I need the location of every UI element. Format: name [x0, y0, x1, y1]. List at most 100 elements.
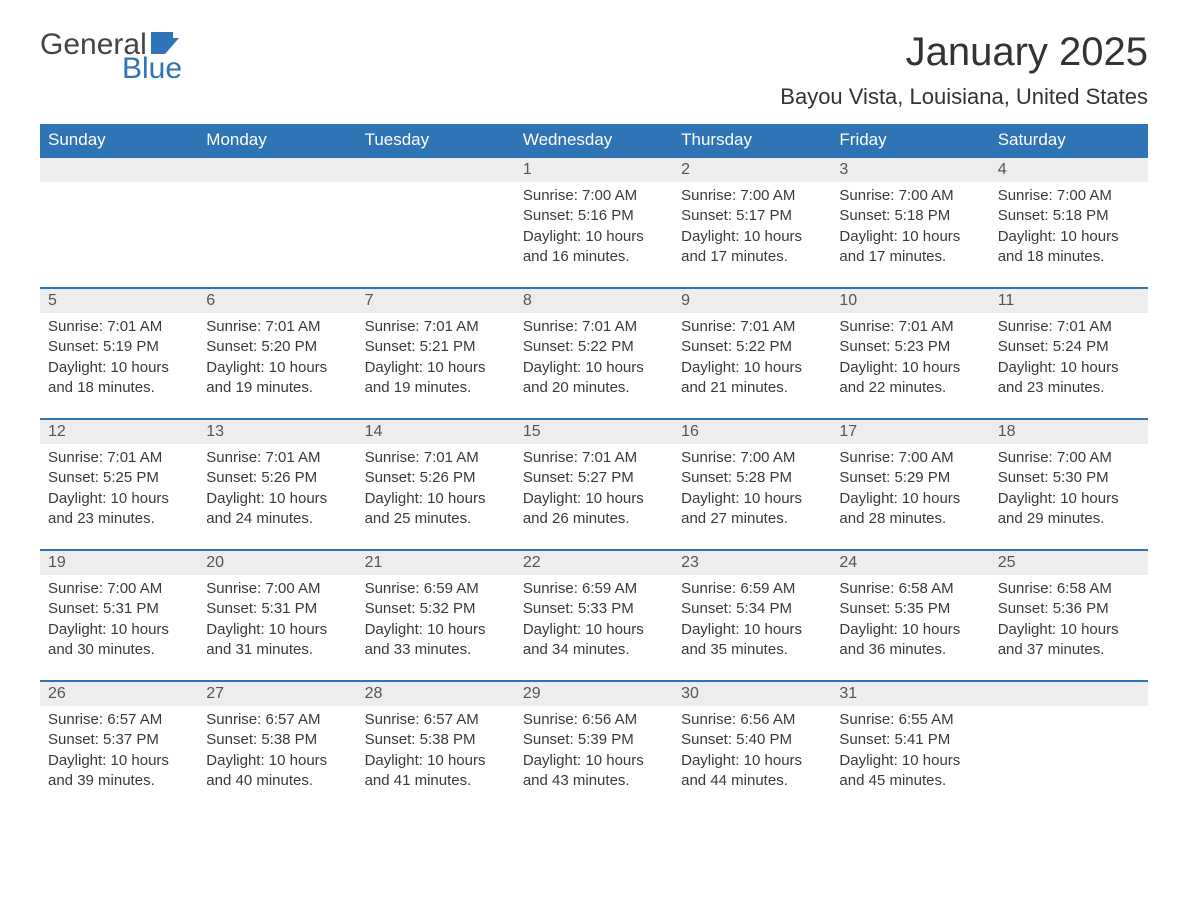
daylight-line: Daylight: 10 hours and 33 minutes.: [365, 620, 507, 661]
daylight-line: Daylight: 10 hours and 41 minutes.: [365, 751, 507, 792]
calendar-empty-cell: [990, 681, 1148, 811]
sunset-line: Sunset: 5:21 PM: [365, 337, 507, 357]
day-number: 3: [831, 158, 989, 182]
daylight-line: Daylight: 10 hours and 21 minutes.: [681, 358, 823, 399]
sunrise-line: Sunrise: 7:00 AM: [523, 186, 665, 206]
day-number: 19: [40, 551, 198, 575]
daylight-line: Daylight: 10 hours and 17 minutes.: [839, 227, 981, 268]
sunrise-line: Sunrise: 6:56 AM: [523, 710, 665, 730]
sunset-line: Sunset: 5:18 PM: [839, 206, 981, 226]
weekday-header: Thursday: [673, 124, 831, 157]
calendar-day-cell: 10Sunrise: 7:01 AMSunset: 5:23 PMDayligh…: [831, 288, 989, 419]
sunrise-line: Sunrise: 6:57 AM: [365, 710, 507, 730]
daylight-line: Daylight: 10 hours and 25 minutes.: [365, 489, 507, 530]
day-details: Sunrise: 7:01 AMSunset: 5:24 PMDaylight:…: [990, 313, 1148, 418]
sunset-line: Sunset: 5:18 PM: [998, 206, 1140, 226]
day-details: Sunrise: 7:00 AMSunset: 5:31 PMDaylight:…: [198, 575, 356, 680]
day-number-empty: [357, 158, 515, 182]
day-number: 17: [831, 420, 989, 444]
brand-logo: General Blue: [40, 30, 185, 84]
day-details: Sunrise: 7:00 AMSunset: 5:29 PMDaylight:…: [831, 444, 989, 549]
calendar-day-cell: 24Sunrise: 6:58 AMSunset: 5:35 PMDayligh…: [831, 550, 989, 681]
sunset-line: Sunset: 5:32 PM: [365, 599, 507, 619]
sunset-line: Sunset: 5:31 PM: [206, 599, 348, 619]
daylight-line: Daylight: 10 hours and 30 minutes.: [48, 620, 190, 661]
calendar-day-cell: 3 Sunrise: 7:00 AMSunset: 5:18 PMDaylight…: [831, 157, 989, 288]
location-subtitle: Bayou Vista, Louisiana, United States: [780, 84, 1148, 110]
day-number: 6: [198, 289, 356, 313]
calendar-day-cell: 11Sunrise: 7:01 AMSunset: 5:24 PMDayligh…: [990, 288, 1148, 419]
sunrise-line: Sunrise: 7:00 AM: [998, 448, 1140, 468]
sunrise-line: Sunrise: 6:56 AM: [681, 710, 823, 730]
day-number: 28: [357, 682, 515, 706]
day-number: 7: [357, 289, 515, 313]
calendar-day-cell: 18Sunrise: 7:00 AMSunset: 5:30 PMDayligh…: [990, 419, 1148, 550]
sunset-line: Sunset: 5:35 PM: [839, 599, 981, 619]
daylight-line: Daylight: 10 hours and 36 minutes.: [839, 620, 981, 661]
calendar-day-cell: 17Sunrise: 7:00 AMSunset: 5:29 PMDayligh…: [831, 419, 989, 550]
calendar-day-cell: 31Sunrise: 6:55 AMSunset: 5:41 PMDayligh…: [831, 681, 989, 811]
sunrise-line: Sunrise: 7:00 AM: [206, 579, 348, 599]
weekday-header: Saturday: [990, 124, 1148, 157]
sunset-line: Sunset: 5:39 PM: [523, 730, 665, 750]
day-number: 27: [198, 682, 356, 706]
calendar-empty-cell: [40, 157, 198, 288]
day-details: Sunrise: 7:00 AMSunset: 5:28 PMDaylight:…: [673, 444, 831, 549]
calendar-empty-cell: [357, 157, 515, 288]
day-details: Sunrise: 6:55 AMSunset: 5:41 PMDaylight:…: [831, 706, 989, 811]
day-details: Sunrise: 7:01 AMSunset: 5:26 PMDaylight:…: [198, 444, 356, 549]
sunrise-line: Sunrise: 7:01 AM: [48, 448, 190, 468]
daylight-line: Daylight: 10 hours and 24 minutes.: [206, 489, 348, 530]
sunrise-line: Sunrise: 7:01 AM: [523, 448, 665, 468]
day-details: Sunrise: 7:01 AMSunset: 5:27 PMDaylight:…: [515, 444, 673, 549]
calendar-week-row: 1Sunrise: 7:00 AMSunset: 5:16 PMDaylight…: [40, 157, 1148, 288]
day-details: Sunrise: 6:56 AMSunset: 5:39 PMDaylight:…: [515, 706, 673, 811]
day-number: 20: [198, 551, 356, 575]
sunset-line: Sunset: 5:16 PM: [523, 206, 665, 226]
day-number: 12: [40, 420, 198, 444]
daylight-line: Daylight: 10 hours and 40 minutes.: [206, 751, 348, 792]
sunrise-line: Sunrise: 6:57 AM: [206, 710, 348, 730]
sunset-line: Sunset: 5:23 PM: [839, 337, 981, 357]
sunrise-line: Sunrise: 6:59 AM: [681, 579, 823, 599]
sunrise-line: Sunrise: 7:01 AM: [681, 317, 823, 337]
sunrise-line: Sunrise: 7:00 AM: [839, 186, 981, 206]
sunrise-line: Sunrise: 7:01 AM: [206, 317, 348, 337]
calendar-day-cell: 9Sunrise: 7:01 AMSunset: 5:22 PMDaylight…: [673, 288, 831, 419]
day-number: 21: [357, 551, 515, 575]
day-details: Sunrise: 7:01 AMSunset: 5:22 PMDaylight:…: [515, 313, 673, 418]
calendar-day-cell: 28Sunrise: 6:57 AMSunset: 5:38 PMDayligh…: [357, 681, 515, 811]
weekday-header: Sunday: [40, 124, 198, 157]
day-details: Sunrise: 7:01 AMSunset: 5:23 PMDaylight:…: [831, 313, 989, 418]
day-details: Sunrise: 6:58 AMSunset: 5:35 PMDaylight:…: [831, 575, 989, 680]
calendar-week-row: 12Sunrise: 7:01 AMSunset: 5:25 PMDayligh…: [40, 419, 1148, 550]
calendar-day-cell: 23Sunrise: 6:59 AMSunset: 5:34 PMDayligh…: [673, 550, 831, 681]
sunrise-line: Sunrise: 7:01 AM: [365, 448, 507, 468]
sunset-line: Sunset: 5:31 PM: [48, 599, 190, 619]
sunset-line: Sunset: 5:28 PM: [681, 468, 823, 488]
day-details-empty: [357, 182, 515, 282]
calendar-day-cell: 2Sunrise: 7:00 AMSunset: 5:17 PMDaylight…: [673, 157, 831, 288]
day-number: 2: [673, 158, 831, 182]
day-number: 13: [198, 420, 356, 444]
day-details-empty: [990, 706, 1148, 806]
day-details-empty: [40, 182, 198, 282]
calendar-day-cell: 26Sunrise: 6:57 AMSunset: 5:37 PMDayligh…: [40, 681, 198, 811]
daylight-line: Daylight: 10 hours and 22 minutes.: [839, 358, 981, 399]
calendar-day-cell: 5Sunrise: 7:01 AMSunset: 5:19 PMDaylight…: [40, 288, 198, 419]
daylight-line: Daylight: 10 hours and 39 minutes.: [48, 751, 190, 792]
title-block: January 2025 Bayou Vista, Louisiana, Uni…: [780, 30, 1148, 110]
daylight-line: Daylight: 10 hours and 20 minutes.: [523, 358, 665, 399]
sunrise-line: Sunrise: 7:01 AM: [365, 317, 507, 337]
day-number: 22: [515, 551, 673, 575]
day-number-empty: [990, 682, 1148, 706]
calendar-day-cell: 7Sunrise: 7:01 AMSunset: 5:21 PMDaylight…: [357, 288, 515, 419]
sunrise-line: Sunrise: 7:00 AM: [681, 448, 823, 468]
day-number: 26: [40, 682, 198, 706]
sunrise-line: Sunrise: 7:01 AM: [839, 317, 981, 337]
weekday-header: Monday: [198, 124, 356, 157]
day-details: Sunrise: 6:59 AMSunset: 5:34 PMDaylight:…: [673, 575, 831, 680]
sunset-line: Sunset: 5:29 PM: [839, 468, 981, 488]
calendar-body: 1Sunrise: 7:00 AMSunset: 5:16 PMDaylight…: [40, 157, 1148, 811]
day-details: Sunrise: 7:00 AMSunset: 5:31 PMDaylight:…: [40, 575, 198, 680]
